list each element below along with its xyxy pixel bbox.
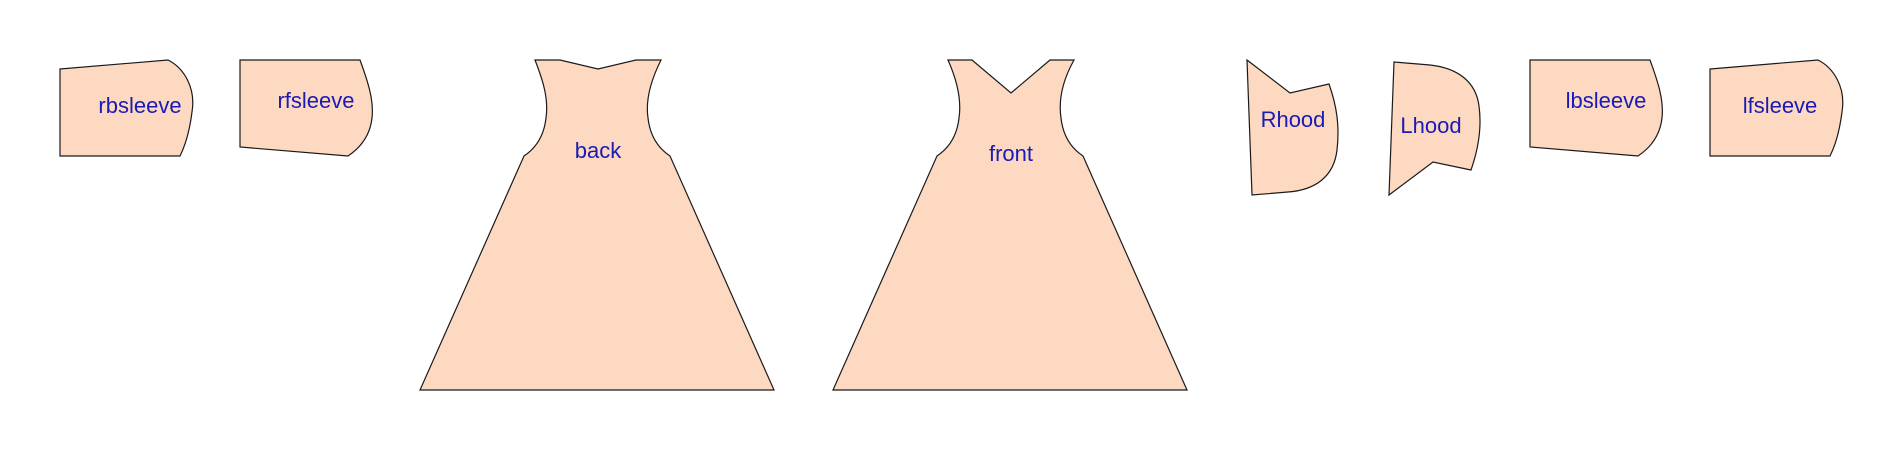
piece-front-shape [832,59,1188,391]
piece-back-shape [419,59,775,391]
piece-lbsleeve-shape [1529,59,1663,157]
piece-back[interactable]: back [419,59,775,391]
piece-lbsleeve[interactable]: lbsleeve [1529,59,1663,157]
piece-rhood[interactable]: Rhood [1246,58,1339,196]
piece-lhood[interactable]: Lhood [1388,61,1481,197]
piece-front[interactable]: front [832,59,1188,391]
piece-rfsleeve-shape [239,59,373,157]
piece-lfsleeve-shape [1709,59,1844,157]
piece-lbsleeve-label: lbsleeve [1566,88,1647,113]
piece-rhood-shape [1246,58,1339,196]
piece-rhood-label: Rhood [1261,107,1326,132]
piece-rfsleeve-label: rfsleeve [277,88,354,113]
piece-lfsleeve-label: lfsleeve [1743,93,1818,118]
piece-rfsleeve[interactable]: rfsleeve [239,59,373,157]
piece-lhood-shape [1388,61,1481,197]
piece-lhood-label: Lhood [1400,113,1461,138]
piece-rbsleeve-label: rbsleeve [98,93,181,118]
piece-rbsleeve[interactable]: rbsleeve [59,59,194,157]
piece-lfsleeve[interactable]: lfsleeve [1709,59,1844,157]
piece-back-label: back [575,138,622,163]
piece-front-label: front [989,141,1033,166]
piece-rbsleeve-shape [59,59,194,157]
